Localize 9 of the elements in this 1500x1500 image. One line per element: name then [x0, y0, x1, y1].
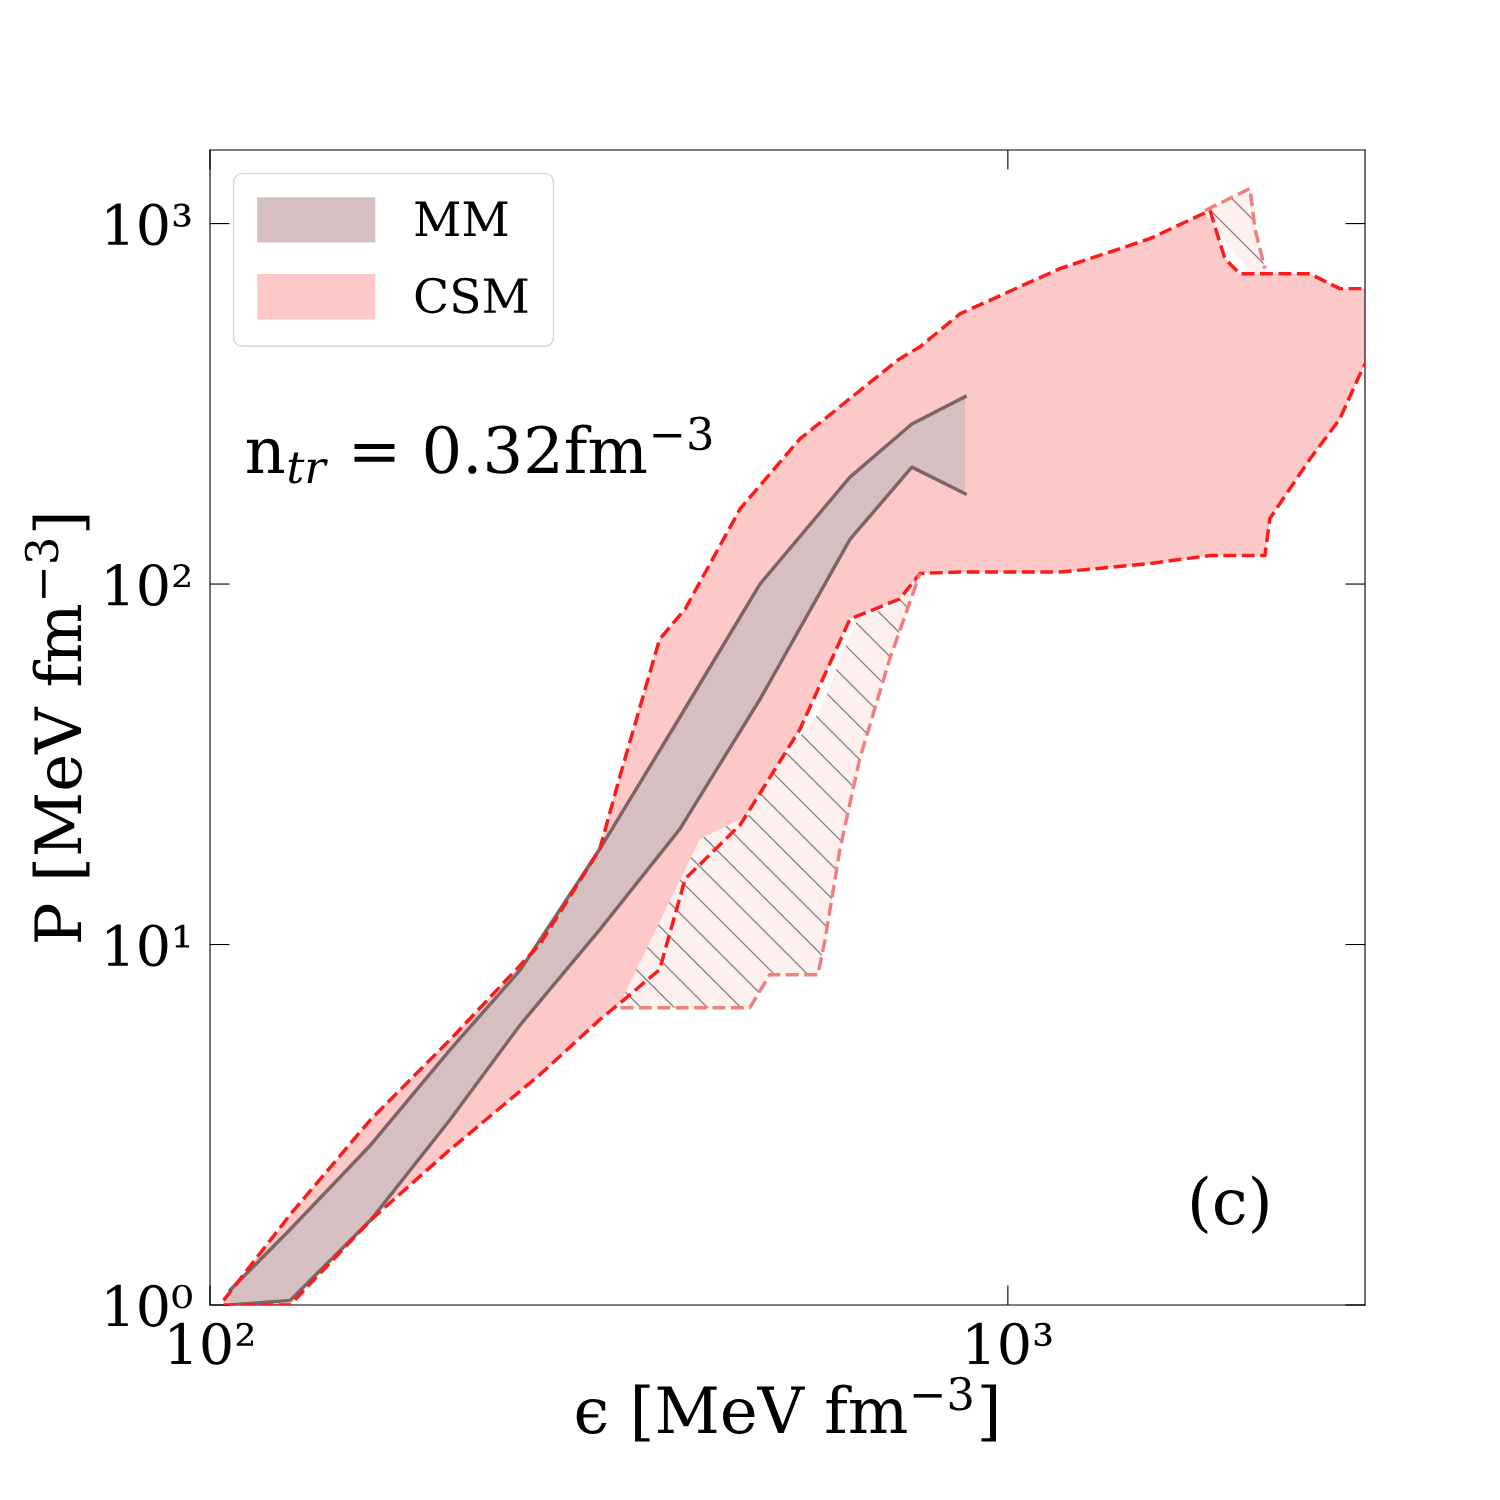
- legend-label: MM: [415, 201, 508, 236]
- y-axis-title: P [MeV fm$^{−3}$]: [24, 515, 90, 942]
- y-tick-label: 10²: [107, 563, 190, 606]
- x-axis-title: ϵ [MeV fm$^{−3}$]: [576, 1376, 996, 1442]
- legend-label: CSM: [415, 277, 528, 314]
- y-tick-label: 10³: [107, 203, 191, 246]
- y-tick-label: 10¹: [107, 924, 190, 967]
- annotation: n$_{tr}$ = 0.32fm$^{−3}$: [246, 416, 712, 484]
- annotation: (c): [1192, 1175, 1268, 1235]
